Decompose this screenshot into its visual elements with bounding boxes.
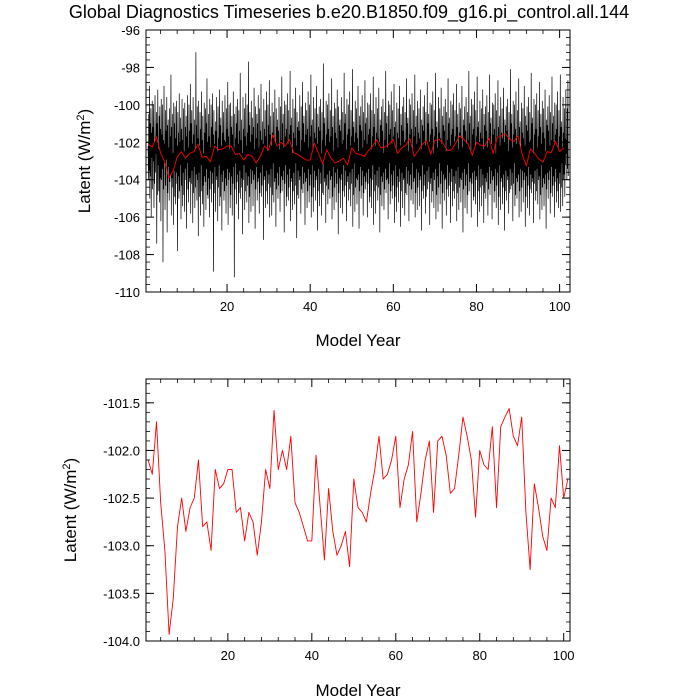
bottom-chart-y-axis-label: Latent (W/m2)	[61, 458, 80, 562]
top-chart-ticks	[146, 29, 570, 293]
figure-title: Global Diagnostics Timeseries b.e20.B185…	[69, 2, 629, 23]
bottom-chart-x-axis-label: Model Year	[315, 681, 400, 700]
top-chart-series-line-annual-red	[147, 133, 565, 179]
top-chart-frame	[145, 29, 571, 293]
bottom-chart-series	[147, 408, 569, 635]
bottom-chart-tick-labels: 20 40 60 80 100 -104.0 -103.5 -103.0 -102.5 -102.…	[103, 396, 574, 663]
top-chart-series-line-monthly-black	[147, 52, 569, 278]
top-chart-y-tick-label: -100	[114, 98, 140, 113]
bottom-chart-frame	[145, 378, 571, 642]
top-chart-y-tick-label: -110	[115, 285, 140, 300]
bottom-chart-series-line-annual-red	[147, 408, 569, 635]
bottom-chart-y-tick-label: -102.5	[103, 491, 140, 506]
bottom-chart-y-tick-label: -104.0	[103, 634, 140, 649]
bottom-chart-y-axis-label-superscript: 2	[61, 463, 73, 469]
bottom-chart-y-axis-label-close: )	[61, 458, 80, 464]
bottom-chart-y-tick-label: -101.5	[103, 396, 140, 411]
bottom-chart-x-tick-label: 60	[389, 648, 403, 663]
top-chart-x-tick-label: 100	[549, 299, 571, 314]
top-chart-y-tick-label: -96	[121, 23, 140, 38]
top-chart-y-tick-label: -104	[114, 173, 140, 188]
top-chart-x-tick-label: 20	[220, 299, 234, 314]
top-chart-y-tick-label: -108	[114, 248, 140, 263]
bottom-chart-panel: 20 40 60 80 100 -104.0 -103.5 -103.0 -102.5 -102.…	[61, 378, 575, 700]
top-chart-y-axis-label-superscript: 2	[75, 114, 87, 120]
top-chart-y-tick-label: -98	[121, 60, 140, 75]
bottom-chart-y-tick-label: -102.0	[103, 443, 140, 458]
bottom-chart-y-tick-label: -103.0	[103, 539, 140, 554]
top-chart-y-axis-label-close: )	[75, 109, 94, 115]
bottom-chart-x-tick-label: 80	[473, 648, 487, 663]
top-chart-tick-labels: 20 40 60 80 100 -110 -108 -106 -104 -102 -100 -98 -9…	[114, 23, 570, 314]
bottom-chart-x-tick-label: 100	[553, 648, 575, 663]
bottom-chart-y-tick-label: -103.5	[103, 586, 140, 601]
top-chart-y-axis-label: Latent (W/m2)	[75, 109, 94, 213]
bottom-chart-x-tick-label: 20	[221, 648, 235, 663]
top-chart-x-axis-label: Model Year	[315, 331, 400, 350]
top-chart-x-tick-label: 60	[386, 299, 400, 314]
top-chart-series	[147, 52, 569, 278]
top-chart-y-axis-label-main: Latent (W/m	[75, 121, 94, 214]
top-chart-x-tick-label: 80	[469, 299, 483, 314]
bottom-chart-ticks	[146, 379, 570, 642]
top-chart-x-tick-label: 40	[303, 299, 317, 314]
bottom-chart-x-tick-label: 40	[305, 648, 319, 663]
top-chart-y-tick-label: -106	[114, 210, 140, 225]
bottom-chart-y-axis-label-main: Latent (W/m	[61, 470, 80, 563]
top-chart-panel: 20 40 60 80 100 -110 -108 -106 -104 -102 -100 -98 -9…	[75, 23, 571, 350]
top-chart-y-tick-label: -102	[114, 135, 140, 150]
